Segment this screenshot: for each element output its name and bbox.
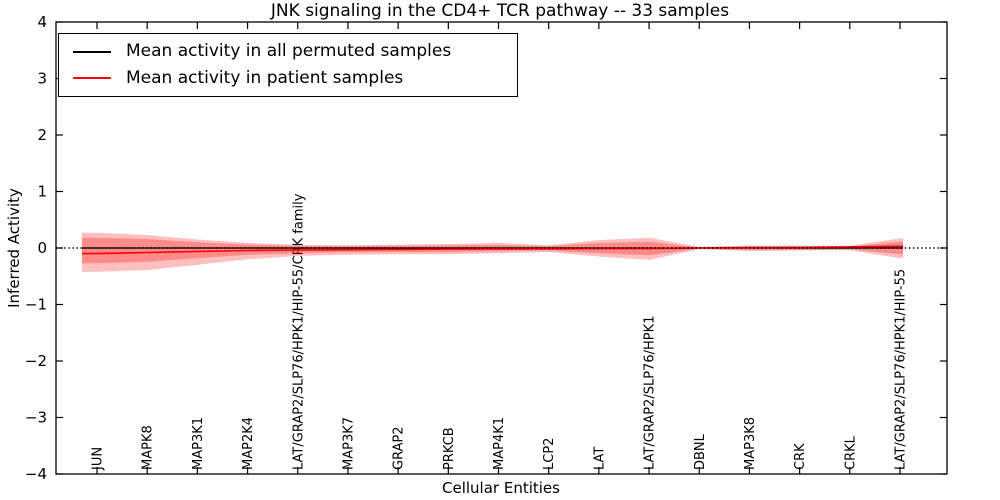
- y-tick-label: 4: [37, 13, 47, 31]
- x-tick-label: LAT/GRAP2/SLP76/HPK1/HIP-55/CRK family: [291, 193, 306, 470]
- y-tick-label: −1: [25, 296, 47, 314]
- x-tick-label: MAP3K7: [341, 417, 356, 470]
- y-tick-label: 3: [37, 70, 47, 88]
- y-tick-label: 1: [37, 183, 47, 201]
- legend-line-sample-patient: [73, 77, 111, 80]
- legend-item-permuted: Mean activity in all permuted samples: [73, 43, 517, 60]
- x-tick-label: MAP4K1: [492, 417, 507, 470]
- y-tick-label: 2: [37, 126, 47, 144]
- legend-label-permuted: Mean activity in all permuted samples: [126, 41, 452, 62]
- y-tick-label: −2: [25, 352, 47, 370]
- x-tick-label: MAP3K8: [743, 417, 758, 470]
- x-tick-label: JUN: [91, 447, 106, 471]
- patient-activity-outer-band: [82, 232, 903, 272]
- chart-title: JNK signaling in the CD4+ TCR pathway --…: [270, 1, 730, 21]
- x-tick-label: MAP2K4: [241, 417, 256, 470]
- legend: Mean activity in all permuted samples Me…: [58, 33, 518, 97]
- x-axis-label: Cellular Entities: [442, 479, 560, 497]
- x-tick-label: DBNL: [693, 433, 708, 470]
- x-tick-label: MAPK8: [141, 425, 156, 470]
- x-tick-label: PRKCB: [442, 427, 457, 470]
- x-tick-label: MAP3K1: [191, 417, 206, 470]
- legend-label-patient: Mean activity in patient samples: [126, 67, 404, 88]
- y-axis-label: Inferred Activity: [5, 188, 23, 308]
- x-tick-label: LAT/GRAP2/SLP76/HPK1: [643, 316, 658, 470]
- x-tick-label: GRAP2: [392, 426, 407, 470]
- x-tick-label: LAT: [592, 447, 607, 470]
- x-tick-label: CRK: [793, 443, 808, 470]
- y-tick-label: −4: [25, 465, 47, 483]
- y-tick-label: 0: [37, 239, 47, 257]
- legend-item-patient: Mean activity in patient samples: [73, 67, 517, 88]
- patient-activity-inner-band: [82, 237, 903, 264]
- legend-line-sample-permuted: [73, 50, 111, 53]
- x-tick-label: LAT/GRAP2/SLP76/HPK1/HIP-55: [894, 269, 909, 470]
- y-tick-label: −3: [25, 409, 47, 427]
- x-tick-label: CRKL: [843, 435, 858, 470]
- x-tick-label: LCP2: [542, 438, 557, 470]
